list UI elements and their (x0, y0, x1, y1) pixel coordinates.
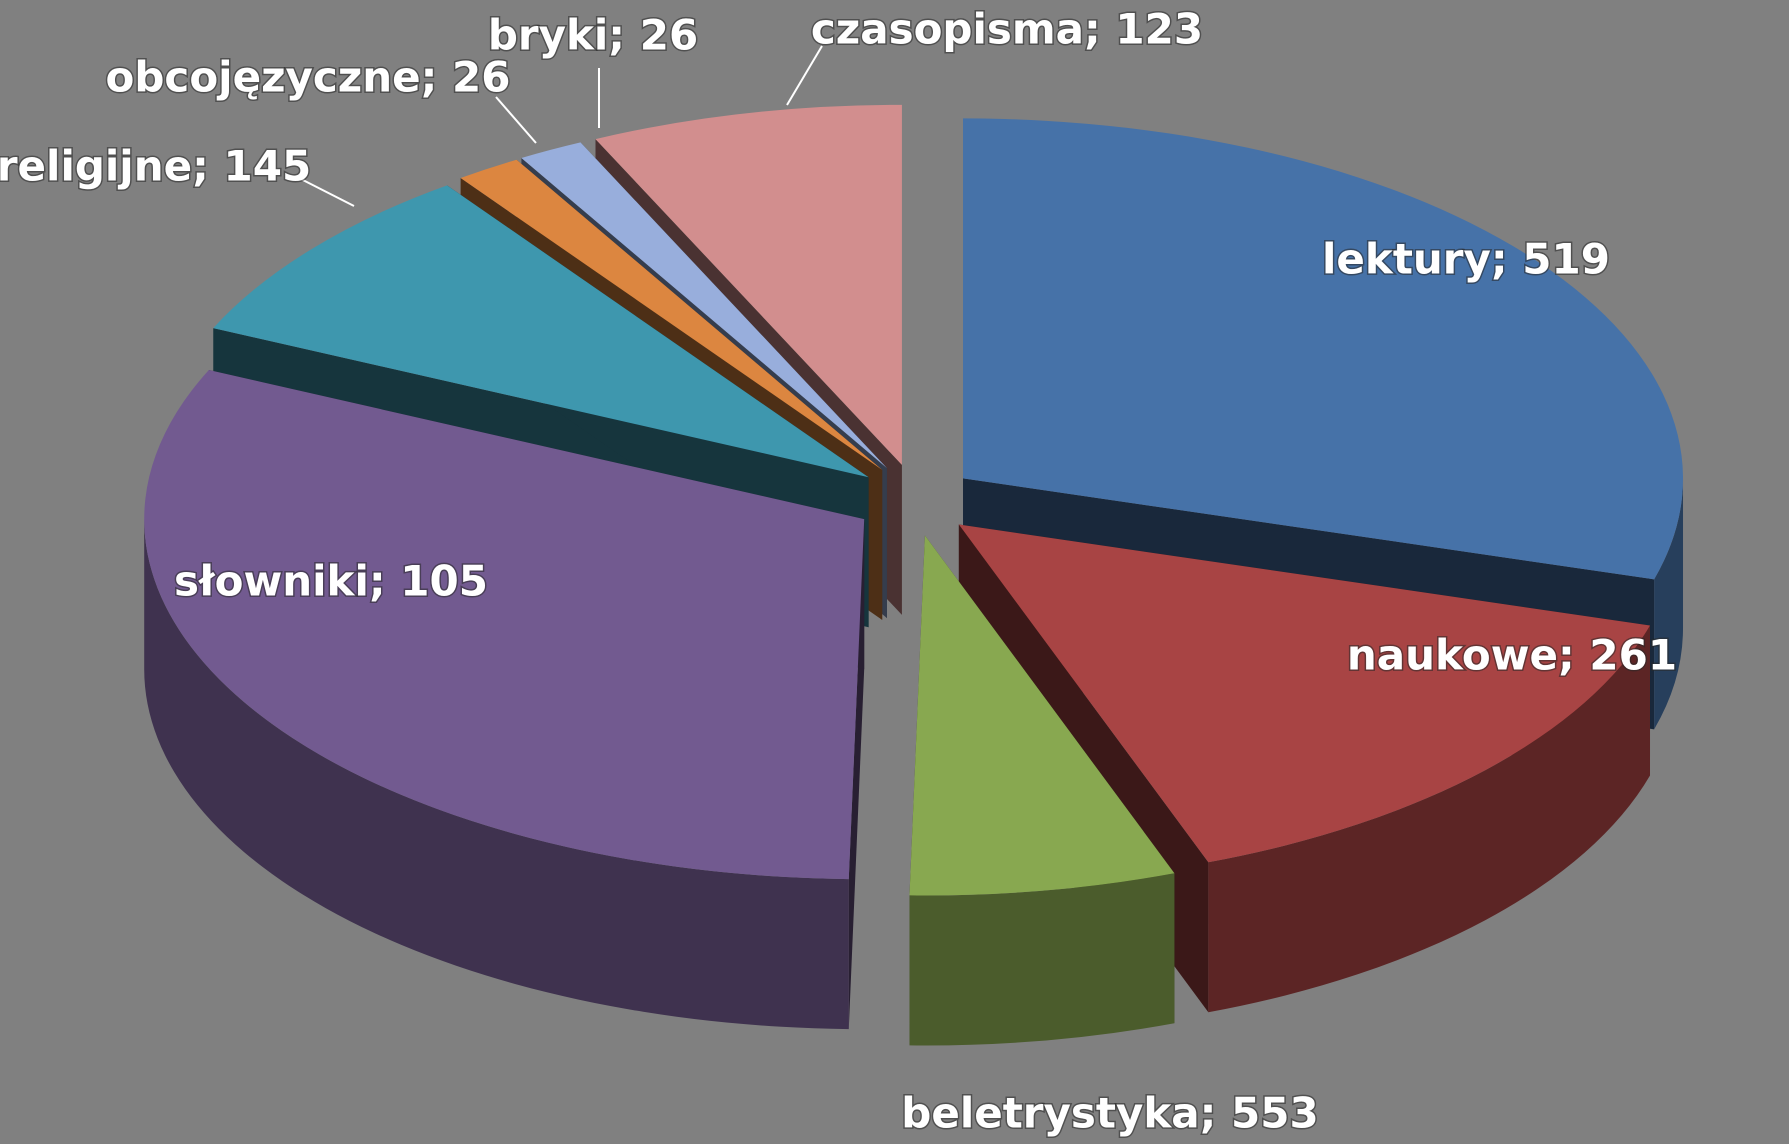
slice (595, 104, 902, 465)
slice-side (1654, 478, 1684, 730)
slice (460, 159, 883, 470)
slice-side (144, 519, 849, 1030)
data-label: czasopisma; 123 (811, 5, 1203, 54)
slice (144, 370, 865, 880)
data-label: słowniki; 105 (174, 557, 488, 606)
data-label: obcojęzyczne; 26 (106, 53, 511, 102)
data-label: lektury; 519 (1322, 235, 1610, 284)
slice (909, 535, 1175, 896)
data-label: beletrystyka; 553 (901, 1089, 1318, 1138)
data-label: naukowe; 261 (1347, 631, 1677, 680)
slice (521, 142, 887, 469)
data-label: bryki; 26 (488, 11, 698, 60)
slice (958, 524, 1651, 863)
slice-side (1208, 625, 1651, 1013)
data-label: religijne; 145 (0, 142, 311, 191)
leader-line (495, 96, 537, 144)
leader-line (786, 45, 823, 106)
slice-side (909, 873, 1175, 1046)
leader-line (296, 176, 355, 207)
slice (963, 118, 1684, 580)
slice (213, 185, 869, 478)
